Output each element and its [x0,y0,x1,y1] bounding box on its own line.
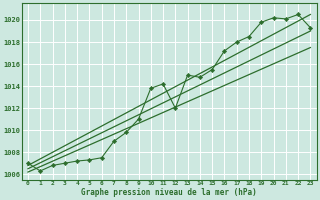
X-axis label: Graphe pression niveau de la mer (hPa): Graphe pression niveau de la mer (hPa) [81,188,257,197]
